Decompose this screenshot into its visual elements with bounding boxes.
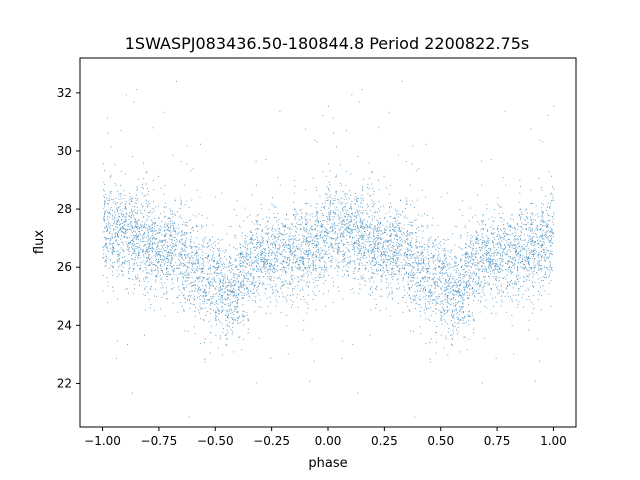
x-tick-label: −0.75: [141, 434, 178, 448]
x-tick-label: −0.25: [253, 434, 290, 448]
y-tick-label: 22: [57, 376, 72, 390]
x-tick-label: −0.50: [197, 434, 234, 448]
x-tick-label: 0.75: [484, 434, 511, 448]
x-tick-label: 0.00: [315, 434, 342, 448]
data-points: [102, 80, 555, 418]
x-tick-label: 0.50: [427, 434, 454, 448]
chart-title: 1SWASPJ083436.50-180844.8 Period 2200822…: [125, 34, 530, 53]
y-axis-label: flux: [32, 230, 47, 254]
y-axis: 22 24 26 28 30 32: [57, 86, 80, 390]
plot-points: [102, 80, 555, 418]
x-tick-label: 1.00: [540, 434, 567, 448]
x-axis: −1.00 −0.75 −0.50 −0.25 0.00 0.25 0.50 0.75 1.00: [84, 427, 567, 448]
y-tick-label: 26: [57, 260, 72, 274]
y-tick-label: 24: [57, 318, 72, 332]
x-axis-label: phase: [308, 456, 347, 471]
y-tick-label: 28: [57, 202, 72, 216]
y-tick-label: 30: [57, 144, 72, 158]
x-tick-label: −1.00: [84, 434, 121, 448]
y-tick-label: 32: [57, 86, 72, 100]
x-tick-label: 0.25: [371, 434, 398, 448]
